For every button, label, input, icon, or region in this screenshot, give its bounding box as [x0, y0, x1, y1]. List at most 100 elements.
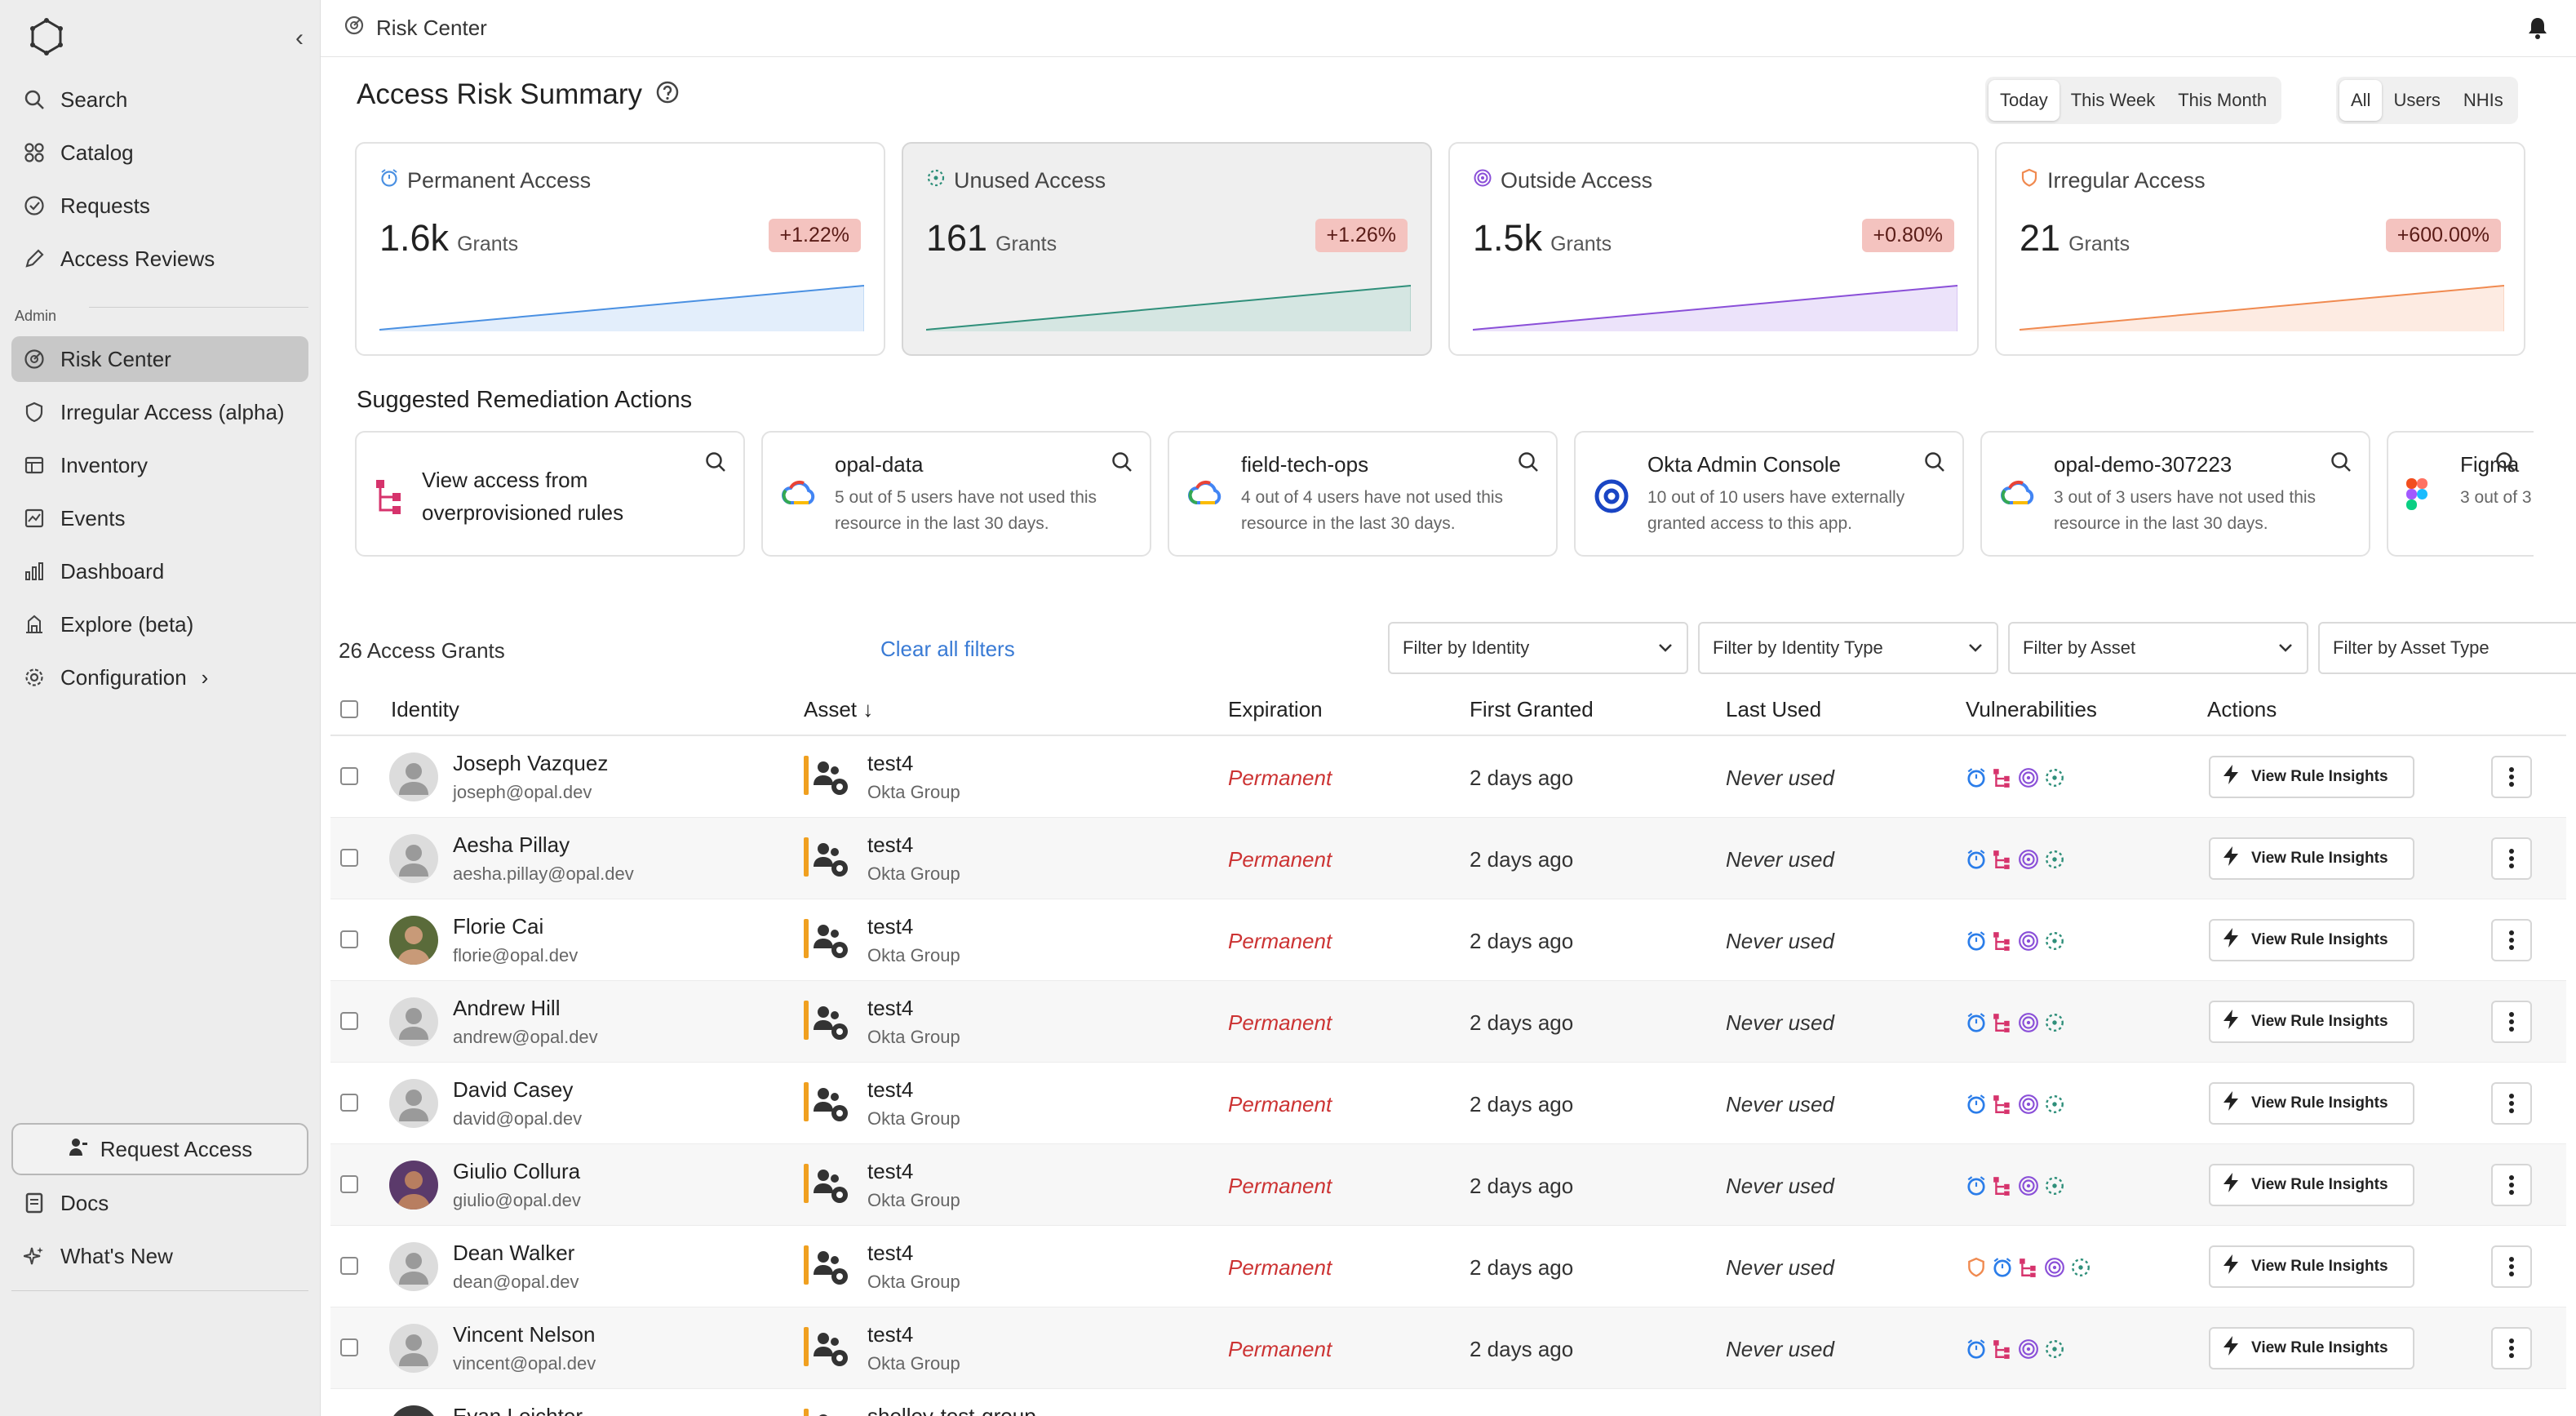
search-icon[interactable] — [2330, 451, 2352, 479]
asset-name[interactable]: test4 — [867, 996, 914, 1020]
sidebar-item-explore-beta[interactable]: Explore (beta) — [11, 601, 308, 647]
col-identity[interactable]: Identity — [391, 697, 459, 721]
sidebar-item-search[interactable]: Search — [11, 77, 308, 122]
asset-name[interactable]: test4 — [867, 832, 914, 857]
identity-name[interactable]: Giulio Collura — [453, 1159, 581, 1183]
row-checkbox[interactable] — [340, 849, 358, 867]
request-access-button[interactable]: Request Access — [11, 1123, 308, 1175]
more-options-icon[interactable] — [2491, 1245, 2532, 1288]
col-first-granted[interactable]: First Granted — [1470, 697, 1594, 721]
view-rule-insights-button[interactable]: View Rule Insights — [2209, 837, 2414, 880]
time-option-today[interactable]: Today — [1989, 80, 2059, 121]
identity-name[interactable]: Aesha Pillay — [453, 832, 570, 857]
col-last-used[interactable]: Last Used — [1726, 697, 1822, 721]
time-option-this-month[interactable]: This Month — [2178, 90, 2268, 110]
more-options-icon[interactable] — [2491, 1164, 2532, 1206]
table-row[interactable]: Aesha Pillay aesha.pillay@opal.dev test4 Ok… — [330, 818, 2566, 899]
view-rule-insights-button[interactable]: View Rule Insights — [2209, 756, 2414, 798]
search-icon[interactable] — [2494, 451, 2517, 479]
asset-name[interactable]: test4 — [867, 1241, 914, 1265]
table-row[interactable]: Andrew Hill andrew@opal.dev test4 Okta Grou… — [330, 981, 2566, 1063]
more-options-icon[interactable] — [2491, 756, 2532, 798]
row-checkbox[interactable] — [340, 1257, 358, 1275]
identity-name[interactable]: Florie Cai — [453, 914, 544, 939]
scope-option-all[interactable]: All — [2339, 80, 2383, 121]
asset-name[interactable]: test4 — [867, 751, 914, 775]
help-icon[interactable] — [655, 80, 680, 110]
asset-name[interactable]: test4 — [867, 1077, 914, 1102]
row-checkbox[interactable] — [340, 767, 358, 785]
clear-filters-link[interactable]: Clear all filters — [880, 637, 1015, 661]
remediation-card[interactable]: opal-demo-307223 3 out of 3 users have no… — [1980, 431, 2370, 557]
identity-name[interactable]: Dean Walker — [453, 1241, 575, 1265]
sidebar-item-configuration[interactable]: Configuration › — [11, 655, 308, 700]
sidebar-item-requests[interactable]: Requests — [11, 183, 308, 229]
table-row[interactable]: David Casey david@opal.dev test4 Okta Group… — [330, 1063, 2566, 1144]
summary-card-permanent-access[interactable]: Permanent Access 1.6k Grants +1.22% — [355, 142, 885, 356]
view-rule-insights-button[interactable]: View Rule Insights — [2209, 1327, 2414, 1369]
view-rule-insights-button[interactable]: View Rule Insights — [2209, 1001, 2414, 1043]
more-options-icon[interactable] — [2491, 1001, 2532, 1043]
sidebar-item-events[interactable]: Events — [11, 495, 308, 541]
filter-dropdown[interactable]: Filter by Asset — [2008, 622, 2308, 674]
row-checkbox[interactable] — [340, 930, 358, 948]
asset-name[interactable]: test4 — [867, 1322, 914, 1347]
remediation-card[interactable]: field-tech-ops 4 out of 4 users have not … — [1168, 431, 1558, 557]
row-checkbox[interactable] — [340, 1338, 358, 1356]
search-icon[interactable] — [704, 451, 727, 479]
sidebar-item-catalog[interactable]: Catalog — [11, 130, 308, 175]
filter-dropdown[interactable]: Filter by Identity Type — [1698, 622, 1998, 674]
more-options-icon[interactable] — [2491, 1082, 2532, 1125]
sidebar-item-docs[interactable]: Docs — [11, 1180, 308, 1226]
select-all-checkbox[interactable] — [340, 700, 358, 718]
search-icon[interactable] — [1111, 451, 1133, 479]
filter-dropdown[interactable]: Filter by Asset Type — [2318, 622, 2576, 674]
sidebar-item-risk-center[interactable]: Risk Center — [11, 336, 308, 382]
table-row[interactable]: Dean Walker dean@opal.dev test4 Okta Group P… — [330, 1226, 2566, 1307]
summary-card-outside-access[interactable]: Outside Access 1.5k Grants +0.80% — [1448, 142, 1979, 356]
opal-logo-icon[interactable] — [28, 18, 65, 61]
identity-name[interactable]: Evan Leichter — [453, 1404, 583, 1416]
table-row[interactable]: Vincent Nelson vincent@opal.dev test4 Okta … — [330, 1307, 2566, 1389]
col-asset[interactable]: Asset ↓ — [804, 697, 873, 722]
identity-name[interactable]: Joseph Vazquez — [453, 751, 609, 775]
asset-name[interactable]: shelley-test-group — [867, 1404, 1036, 1416]
view-rule-insights-button[interactable]: View Rule Insights — [2209, 919, 2414, 961]
row-checkbox[interactable] — [340, 1012, 358, 1030]
identity-name[interactable]: Vincent Nelson — [453, 1322, 596, 1347]
view-rule-insights-button[interactable]: View Rule Insights — [2209, 1245, 2414, 1288]
row-checkbox[interactable] — [340, 1094, 358, 1112]
sidebar-item-inventory[interactable]: Inventory — [11, 442, 308, 488]
more-options-icon[interactable] — [2491, 1327, 2532, 1369]
remediation-card[interactable]: opal-data 5 out of 5 users have not used … — [761, 431, 1151, 557]
summary-card-unused-access[interactable]: Unused Access 161 Grants +1.26% — [902, 142, 1432, 356]
search-icon[interactable] — [1517, 451, 1540, 479]
view-rule-insights-button[interactable]: View Rule Insights — [2209, 1082, 2414, 1125]
identity-name[interactable]: David Casey — [453, 1077, 574, 1102]
row-checkbox[interactable] — [340, 1175, 358, 1193]
sidebar-item-irregular-access-alpha[interactable]: Irregular Access (alpha) — [11, 389, 308, 435]
asset-name[interactable]: test4 — [867, 914, 914, 939]
remediation-card[interactable]: View access from overprovisioned rules — [355, 431, 745, 557]
filter-dropdown[interactable]: Filter by Identity — [1388, 622, 1688, 674]
col-vulnerabilities[interactable]: Vulnerabilities — [1966, 697, 2097, 721]
table-row[interactable]: Giulio Collura giulio@opal.dev test4 Okta G… — [330, 1144, 2566, 1226]
more-options-icon[interactable] — [2491, 837, 2532, 880]
view-rule-insights-button[interactable]: View Rule Insights — [2209, 1164, 2414, 1206]
sidebar-item-whats-new[interactable]: What's New — [11, 1233, 308, 1279]
scope-option-nhis[interactable]: NHIs — [2463, 90, 2503, 110]
collapse-sidebar-icon[interactable]: ‹ — [295, 24, 304, 51]
table-row[interactable]: Evan Leichter shelley-test-group — [330, 1389, 2566, 1416]
remediation-card[interactable]: Okta Admin Console 10 out of 10 users hav… — [1574, 431, 1964, 557]
summary-card-irregular-access[interactable]: Irregular Access 21 Grants +600.00% — [1995, 142, 2525, 356]
more-options-icon[interactable] — [2491, 919, 2532, 961]
asset-name[interactable]: test4 — [867, 1159, 914, 1183]
bell-icon[interactable] — [2527, 16, 2548, 45]
time-option-this-week[interactable]: This Week — [2070, 90, 2156, 110]
table-row[interactable]: Joseph Vazquez joseph@opal.dev test4 Okta G… — [330, 736, 2566, 818]
search-icon[interactable] — [1923, 451, 1946, 479]
col-expiration[interactable]: Expiration — [1228, 697, 1323, 721]
scope-option-users[interactable]: Users — [2393, 90, 2441, 110]
sidebar-item-access-reviews[interactable]: Access Reviews — [11, 236, 308, 282]
